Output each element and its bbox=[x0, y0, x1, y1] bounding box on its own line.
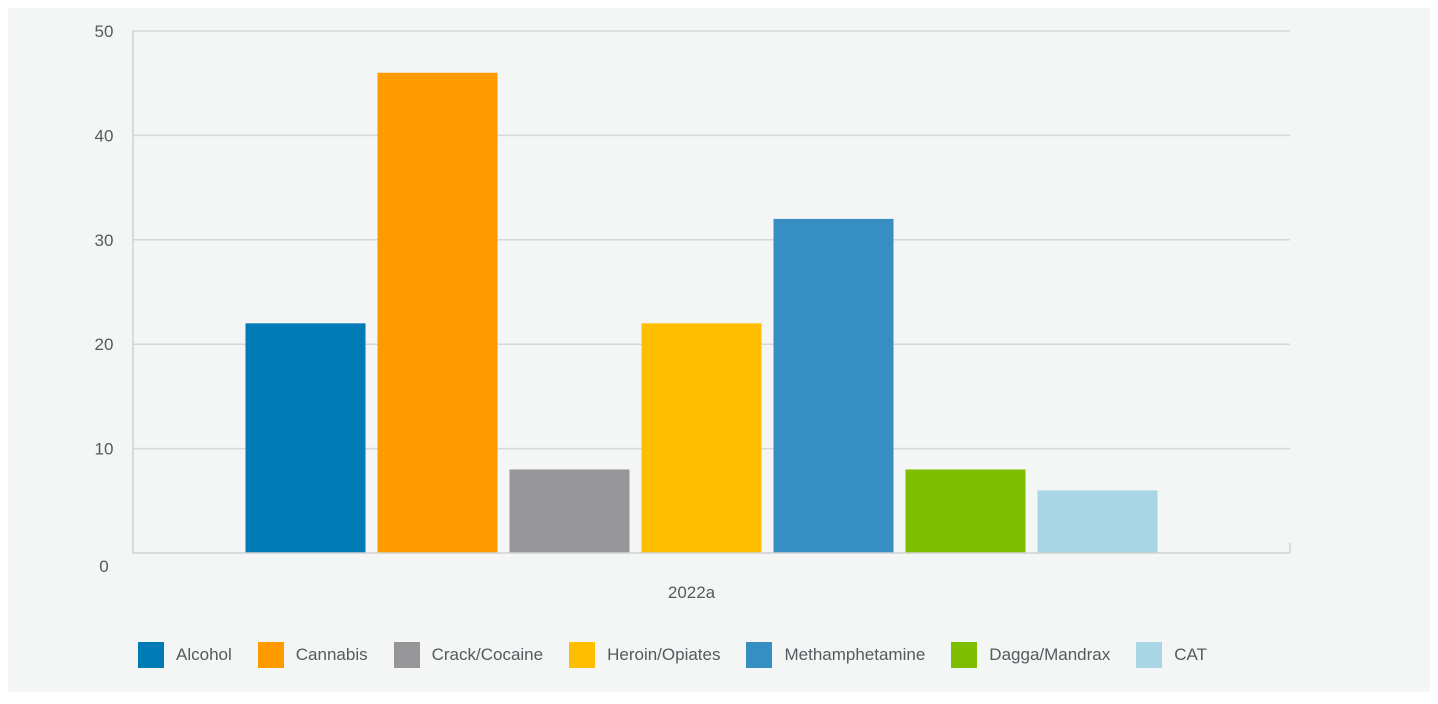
legend-swatch bbox=[746, 642, 773, 668]
legend-label: Methamphetamine bbox=[784, 645, 926, 664]
legend-item: Methamphetamine bbox=[746, 642, 925, 668]
y-axis-ticks: 0 10 20 30 40 50 bbox=[95, 22, 114, 576]
bar-cat bbox=[1037, 490, 1158, 553]
y-tick-label: 40 bbox=[95, 126, 114, 145]
legend-item: Dagga/Mandrax bbox=[951, 642, 1110, 668]
legend-swatch bbox=[138, 642, 164, 668]
bars bbox=[245, 72, 1158, 554]
bar-dagga-mandrax bbox=[905, 469, 1026, 553]
legend-label: Alcohol bbox=[176, 645, 232, 664]
bar-methamphetamine bbox=[773, 218, 894, 554]
legend: Alcohol Cannabis Crack/Cocaine Heroin/Opiat… bbox=[138, 640, 1233, 670]
y-tick-label: 30 bbox=[95, 231, 114, 250]
bar-heroin-opiates bbox=[641, 323, 762, 553]
legend-item: Crack/Cocaine bbox=[393, 642, 544, 668]
bar-crack-cocaine bbox=[509, 469, 630, 553]
x-axis: 2022a bbox=[132, 31, 1291, 602]
legend-item: CAT bbox=[1136, 642, 1207, 668]
y-tick-label: 20 bbox=[95, 335, 114, 354]
bar-alcohol bbox=[245, 323, 366, 553]
legend-swatch bbox=[951, 642, 978, 668]
legend-item: Heroin/Opiates bbox=[569, 642, 720, 668]
bar-cannabis bbox=[377, 72, 498, 553]
legend-item: Cannabis bbox=[257, 642, 368, 668]
legend-label: Heroin/Opiates bbox=[607, 645, 721, 664]
legend-label: Cannabis bbox=[295, 645, 368, 664]
bar-chart: 0 10 20 30 40 50 2022a bbox=[95, 22, 1291, 602]
legend-label: Crack/Cocaine bbox=[431, 645, 544, 664]
legend-swatch bbox=[393, 642, 420, 668]
y-tick-label: 0 bbox=[99, 557, 108, 576]
legend-item: Alcohol bbox=[138, 642, 232, 668]
legend-label: CAT bbox=[1174, 645, 1208, 664]
legend-swatch bbox=[257, 642, 284, 668]
chart-panel: 0 10 20 30 40 50 2022a Alcohol Cannabis Crack/C… bbox=[8, 8, 1430, 692]
y-tick-label: 50 bbox=[95, 22, 114, 41]
x-category-label: 2022a bbox=[668, 583, 716, 602]
legend-swatch bbox=[1136, 642, 1163, 668]
legend-swatch bbox=[569, 642, 596, 668]
y-tick-label: 10 bbox=[95, 440, 114, 459]
legend-label: Dagga/Mandrax bbox=[989, 645, 1111, 664]
